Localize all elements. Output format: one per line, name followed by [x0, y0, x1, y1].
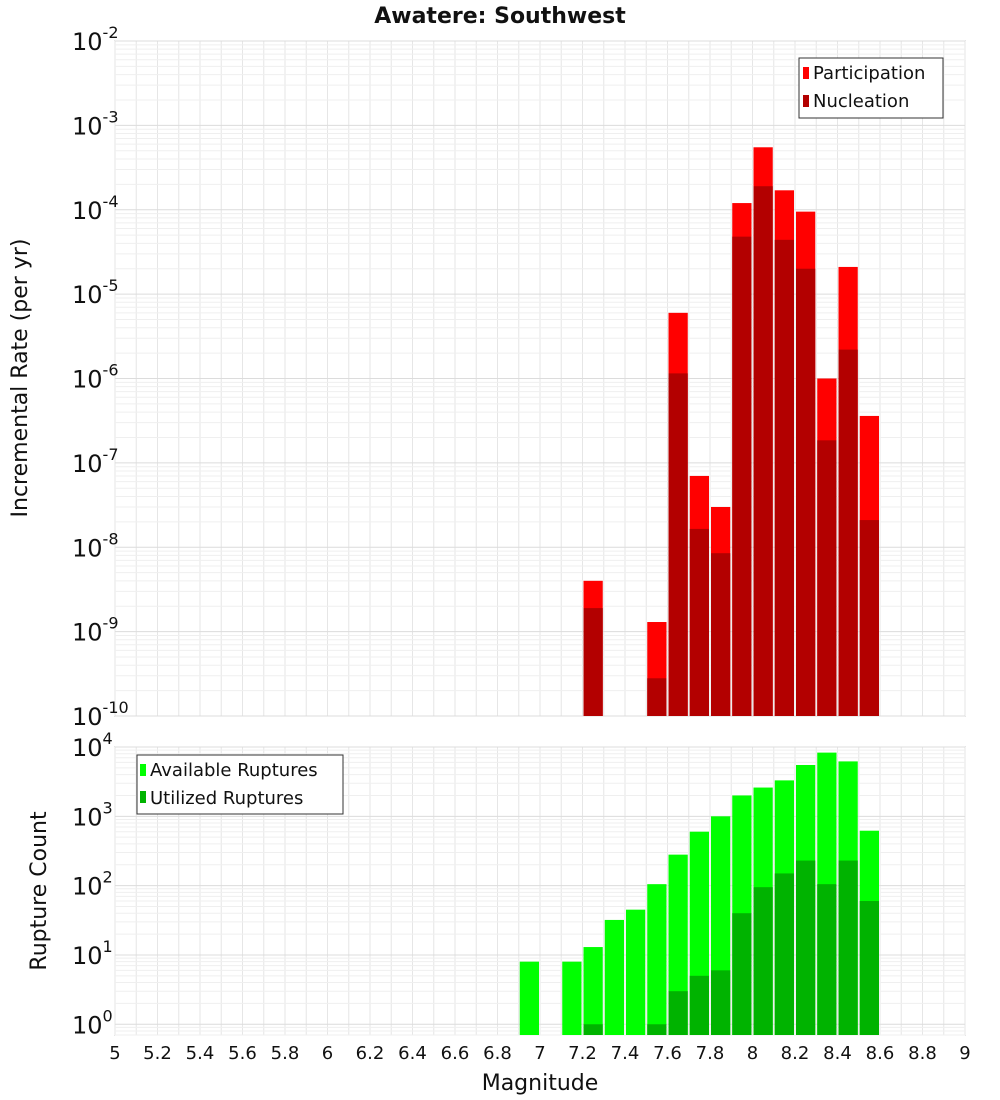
participation-legend-swatch — [803, 67, 809, 79]
bar-nucleation-8.45 — [838, 349, 858, 716]
x-tick-label: 7.6 — [653, 1043, 682, 1064]
bar-nucleation-8.35 — [817, 440, 837, 716]
bar-utilized-ruptures-8.35 — [817, 884, 837, 1035]
bar-nucleation-7.95 — [732, 236, 752, 716]
bar-nucleation-7.25 — [583, 608, 603, 716]
bar-utilized-ruptures-7.75 — [689, 975, 709, 1035]
bar-nucleation-7.55 — [647, 678, 667, 716]
available-legend-swatch — [140, 764, 146, 776]
rate-bars — [583, 147, 879, 717]
x-tick-label: 6.2 — [356, 1043, 385, 1064]
x-tick-label: 9 — [959, 1043, 970, 1064]
rate-legend-box — [798, 57, 944, 119]
y-tick-label: 10-10 — [72, 698, 129, 731]
x-tick-label: 7.4 — [611, 1043, 640, 1064]
rate-grid — [114, 40, 966, 717]
y-tick-label: 103 — [72, 798, 113, 831]
y-tick-label: 101 — [72, 937, 113, 970]
bar-available-ruptures-7.35 — [604, 919, 624, 1035]
x-tick-label: 6.4 — [398, 1043, 427, 1064]
nucleation-legend-swatch — [803, 95, 809, 107]
bar-utilized-ruptures-8.05 — [753, 887, 773, 1035]
x-tick-label: 7 — [534, 1043, 545, 1064]
bar-utilized-ruptures-7.55 — [647, 1024, 667, 1035]
bar-utilized-ruptures-7.65 — [668, 991, 688, 1035]
chart-title: Awatere: Southwest — [374, 4, 626, 29]
bar-utilized-ruptures-7.95 — [732, 913, 752, 1035]
participation-legend-label: Participation — [813, 63, 925, 84]
bar-utilized-ruptures-7.85 — [711, 970, 731, 1035]
bar-nucleation-8.05 — [753, 186, 773, 716]
x-tick-label: 6 — [322, 1043, 333, 1064]
bar-nucleation-7.85 — [711, 553, 731, 716]
x-tick-label: 7.8 — [696, 1043, 725, 1064]
x-axis-label: Magnitude — [482, 1071, 599, 1096]
y-tick-label: 10-5 — [72, 276, 119, 309]
x-tick-label: 8.8 — [908, 1043, 937, 1064]
count-legend: Available Ruptures Utilized Ruptures — [136, 754, 344, 815]
utilized-legend-swatch — [140, 791, 146, 803]
x-tick-label: 8.2 — [781, 1043, 810, 1064]
x-tick-label: 5.6 — [228, 1043, 257, 1064]
count-bars — [519, 752, 879, 1035]
y-tick-label: 100 — [72, 1006, 113, 1039]
bar-utilized-ruptures-8.45 — [838, 860, 858, 1035]
y-tick-label: 10-9 — [72, 614, 119, 647]
y-tick-label: 10-4 — [72, 192, 119, 225]
x-tick-label: 6.6 — [441, 1043, 470, 1064]
y-tick-label: 10-6 — [72, 361, 119, 394]
available-legend-label: Available Ruptures — [150, 760, 318, 781]
x-tick-label: 5 — [109, 1043, 120, 1064]
bar-available-ruptures-7.45 — [626, 909, 646, 1035]
rate-panel: 10-2 10-3 10-4 10-5 10-6 10-7 10-8 10-9 10-10 In… — [8, 23, 966, 731]
y-tick-label: 102 — [72, 868, 113, 901]
bar-available-ruptures-7.55 — [647, 884, 667, 1035]
x-tick-label: 5.4 — [186, 1043, 215, 1064]
y-tick-label: 10-7 — [72, 445, 119, 478]
rate-legend: Participation Nucleation — [798, 57, 944, 119]
bar-utilized-ruptures-8.15 — [774, 873, 794, 1035]
y-tick-label: 10-2 — [72, 23, 119, 56]
bar-available-ruptures-6.95 — [519, 961, 539, 1035]
bar-utilized-ruptures-8.55 — [859, 901, 879, 1035]
y-tick-label: 10-3 — [72, 107, 119, 140]
x-tick-label: 6.8 — [483, 1043, 512, 1064]
bar-nucleation-8.25 — [796, 268, 816, 716]
x-tick-label: 5.2 — [143, 1043, 172, 1064]
y-tick-label: 104 — [72, 729, 113, 762]
bar-nucleation-7.65 — [668, 373, 688, 716]
bar-nucleation-8.55 — [859, 520, 879, 716]
x-tick-label: 8 — [747, 1043, 758, 1064]
x-tick-labels: 5 5.2 5.4 5.6 5.8 6 6.2 6.4 6.6 6.8 7 7.2 7.4 7.6 7.8 8… — [109, 1043, 970, 1064]
x-tick-label: 8.4 — [823, 1043, 852, 1064]
bar-available-ruptures-7.15 — [562, 961, 582, 1035]
count-y-axis-label: Rupture Count — [27, 811, 52, 971]
utilized-legend-label: Utilized Ruptures — [150, 788, 303, 809]
bar-available-ruptures-7.65 — [668, 854, 688, 1035]
bar-nucleation-8.15 — [774, 239, 794, 716]
bar-utilized-ruptures-7.25 — [583, 1024, 603, 1035]
bar-available-ruptures-7.25 — [583, 947, 603, 1035]
bar-nucleation-7.75 — [689, 528, 709, 716]
count-legend-box — [136, 754, 344, 815]
rate-y-axis-label: Incremental Rate (per yr) — [8, 239, 33, 518]
bar-utilized-ruptures-8.25 — [796, 860, 816, 1035]
y-tick-label: 10-8 — [72, 529, 119, 562]
count-panel: 104 103 102 101 100 5 5.2 5.4 5.6 5.8 6 6.2 6.4 6.6 6… — [27, 729, 971, 1096]
rate-y-ticks: 10-2 10-3 10-4 10-5 10-6 10-7 10-8 10-9 10-10 — [72, 23, 129, 731]
nucleation-legend-label: Nucleation — [813, 91, 909, 112]
x-tick-label: 8.6 — [866, 1043, 895, 1064]
count-y-ticks: 104 103 102 101 100 — [72, 729, 113, 1039]
x-tick-label: 7.2 — [568, 1043, 597, 1064]
x-tick-label: 5.8 — [271, 1043, 300, 1064]
